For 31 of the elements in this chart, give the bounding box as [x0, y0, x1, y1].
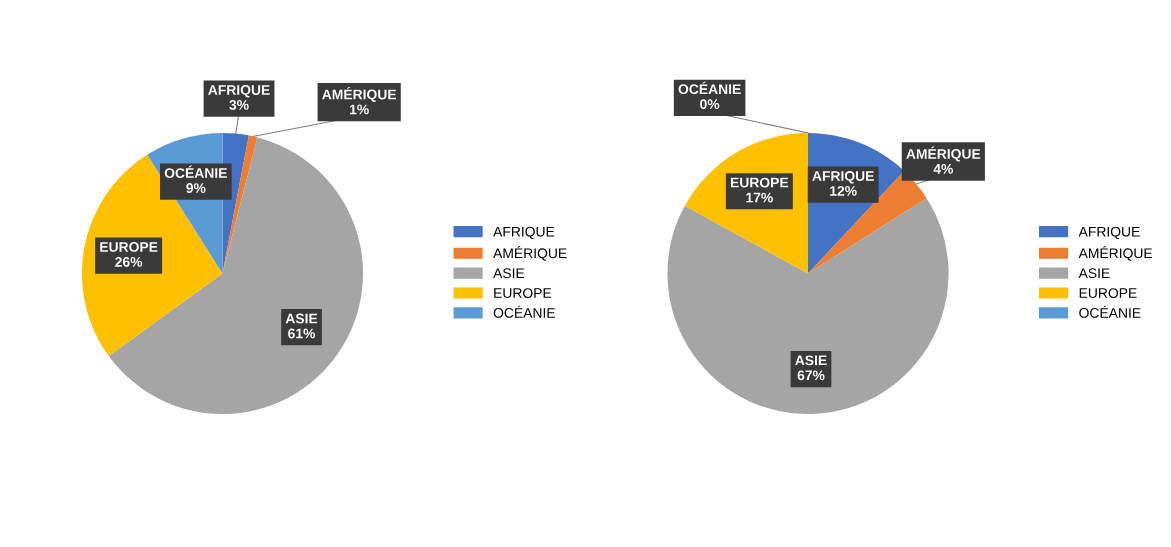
- data-label: 9%: [186, 183, 206, 193]
- legend-label: ASIE: [1078, 268, 1110, 279]
- data-label: 61%: [288, 328, 316, 339]
- data-label: 67%: [797, 370, 825, 381]
- data-label: 3%: [229, 100, 249, 110]
- slice-label: ASIE: [795, 355, 827, 366]
- legend-label: OCÉANIE: [493, 305, 556, 318]
- category-label: OCÉANIE: [678, 81, 741, 95]
- legend-label: EUROPE: [494, 288, 552, 298]
- legend-label: AFRIQUE: [493, 226, 555, 240]
- slice-label: OCÉANIE: [164, 165, 227, 178]
- text: 0%: [700, 99, 720, 110]
- slice-label: EUROPE: [100, 242, 158, 252]
- data-label: 12%: [830, 186, 857, 196]
- slice-label: AMÉRIQUE: [322, 86, 397, 102]
- legend-label: AMÉRIQUE: [1078, 246, 1153, 261]
- data-label: 4%: [933, 163, 953, 174]
- data-label: 1%: [350, 104, 369, 115]
- slice-label: EUROPE: [730, 177, 789, 188]
- legend-label: AMÉRIQUE: [493, 246, 567, 261]
- slice-label: AFRIQUE: [812, 171, 874, 184]
- legend-label: OCÉANIE: [1079, 305, 1141, 318]
- slice-label: AMÉRIQUE: [906, 146, 981, 162]
- slice-label: ASIE: [285, 313, 318, 324]
- slice-label: AFRIQUE: [208, 85, 270, 98]
- legend-label: AFRIQUE: [1078, 226, 1140, 240]
- data-label: 17%: [746, 192, 773, 203]
- data-label: 26%: [115, 256, 143, 267]
- legend-label: ASIE: [493, 268, 525, 279]
- pie-slice: [807, 171, 927, 274]
- legend-label: EUROPE: [1079, 288, 1137, 298]
